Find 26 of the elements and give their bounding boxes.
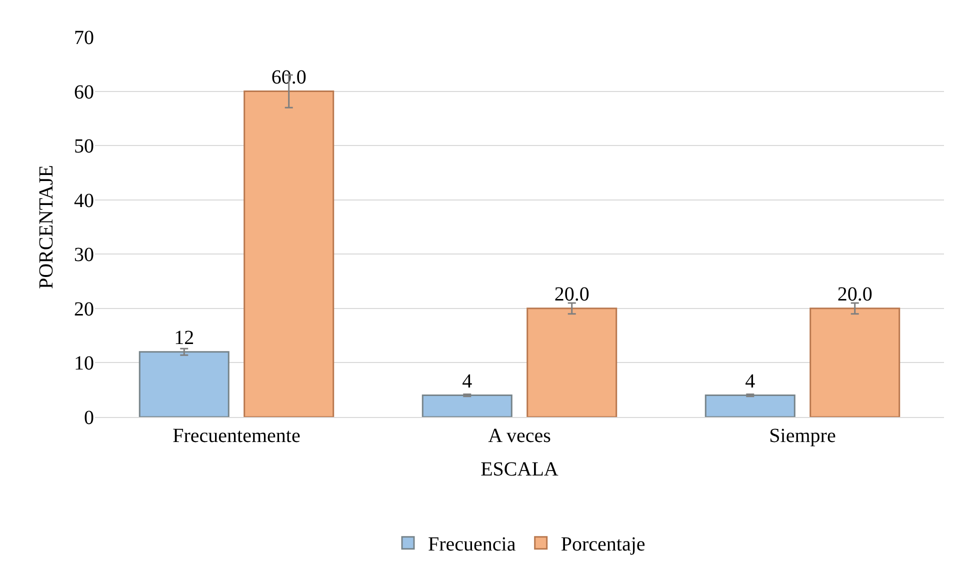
bar bbox=[810, 308, 900, 417]
y-tick-label: 20 bbox=[74, 298, 94, 320]
y-tick-label: 60 bbox=[74, 81, 94, 104]
x-tick-label: A veces bbox=[488, 425, 552, 447]
legend-label: Porcentaje bbox=[560, 534, 646, 556]
y-tick-label: 30 bbox=[74, 244, 94, 266]
y-tick-label: 50 bbox=[74, 136, 94, 158]
x-tick-label: Siempre bbox=[769, 425, 836, 447]
data-label: 12 bbox=[174, 326, 194, 349]
data-label: 4 bbox=[462, 370, 472, 392]
data-label: 20.0 bbox=[837, 283, 872, 306]
bar bbox=[138, 351, 230, 417]
y-axis-title: PORCENTAJE bbox=[36, 165, 58, 289]
y-tick-label: 40 bbox=[74, 190, 94, 212]
x-tick-label: Frecuentemente bbox=[172, 425, 300, 447]
y-tick-label: 0 bbox=[84, 407, 94, 429]
legend-label: Frecuencia bbox=[428, 534, 516, 556]
bar bbox=[704, 394, 796, 417]
y-tick-label: 10 bbox=[74, 352, 94, 375]
bar bbox=[244, 90, 334, 417]
data-label: 20.0 bbox=[554, 283, 590, 306]
bar bbox=[422, 394, 512, 417]
x-axis-title: ESCALA bbox=[480, 458, 559, 480]
y-tick-label: 70 bbox=[74, 27, 94, 49]
data-label: 4 bbox=[745, 370, 756, 392]
bar bbox=[526, 308, 618, 417]
